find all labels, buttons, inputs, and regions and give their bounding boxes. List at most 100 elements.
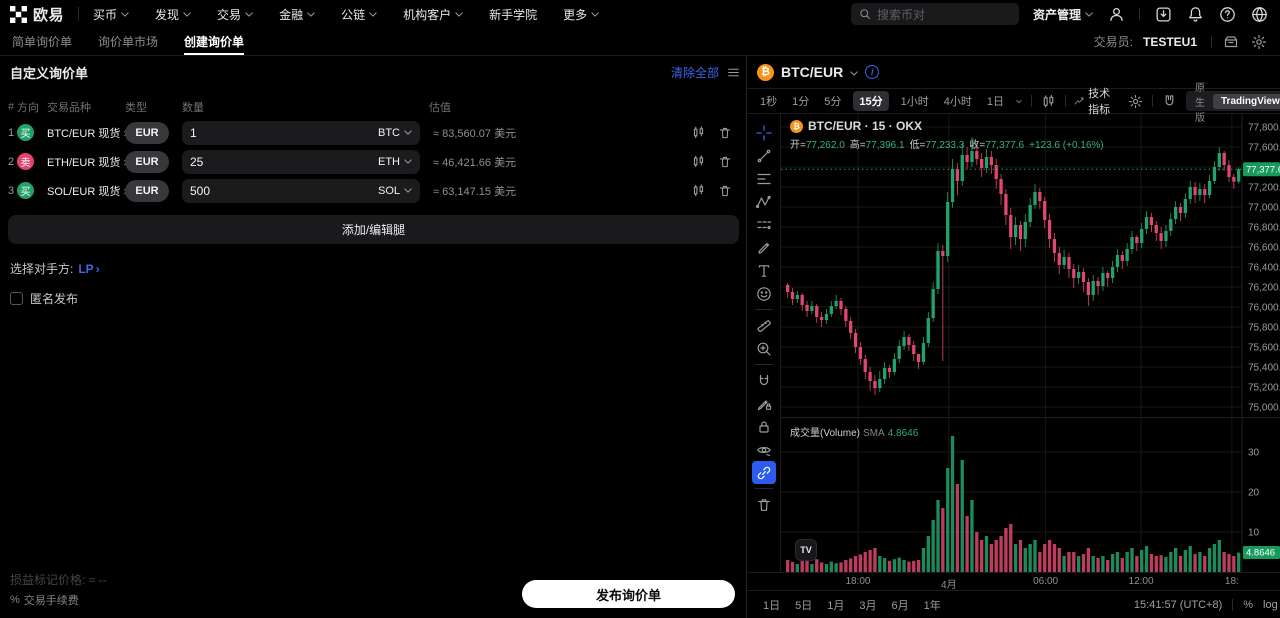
menu-item-交易[interactable]: 交易 bbox=[217, 6, 253, 23]
add-edit-leg-button[interactable]: 添加/编辑腿 bbox=[8, 215, 739, 244]
search-input[interactable]: 搜索币对 bbox=[850, 3, 1019, 25]
type-pill[interactable]: EUR bbox=[125, 121, 169, 144]
unit-selector[interactable]: ETH bbox=[378, 156, 412, 168]
svg-text:20: 20 bbox=[1248, 488, 1260, 499]
waves-tool[interactable] bbox=[752, 213, 776, 236]
range-1月[interactable]: 1月 bbox=[827, 599, 845, 612]
trash-icon[interactable] bbox=[718, 126, 732, 140]
indicators-button[interactable]: 技术指标 bbox=[1074, 85, 1119, 117]
ruler-tool[interactable] bbox=[752, 314, 776, 337]
leg-row: 2 卖 ETH/EUR 现货› EUR 25 ETH ≈ 46,421.66 美… bbox=[0, 147, 746, 176]
amount-input[interactable]: 500 SOL bbox=[182, 178, 420, 203]
info-icon[interactable]: i bbox=[865, 65, 880, 79]
amount-input[interactable]: 1 BTC bbox=[182, 120, 420, 145]
menu-item-机构客户[interactable]: 机构客户 bbox=[403, 6, 463, 23]
tab-创建询价单[interactable]: 创建询价单 bbox=[184, 28, 245, 55]
crosshair-tool[interactable] bbox=[752, 121, 776, 144]
menu-item-更多[interactable]: 更多 bbox=[563, 6, 599, 23]
clear-all-link[interactable]: 清除全部 bbox=[670, 65, 719, 80]
range-6月[interactable]: 6月 bbox=[891, 599, 909, 612]
fib-tool[interactable] bbox=[752, 167, 776, 190]
panel-menu-icon[interactable] bbox=[727, 66, 740, 79]
timeframe-1小时[interactable]: 1小时 bbox=[900, 96, 929, 108]
amount-input[interactable]: 25 ETH bbox=[182, 149, 420, 174]
legs-table: 1 买 BTC/EUR 现货› EUR 1 BTC ≈ 83,560.07 美元… bbox=[0, 118, 746, 205]
trading-fee[interactable]: % 交易手续费 bbox=[10, 594, 79, 607]
counterparty-label: 选择对手方: bbox=[10, 262, 74, 276]
pair-selector[interactable]: SOL/EUR 现货› bbox=[47, 183, 127, 199]
unit-selector[interactable]: SOL bbox=[378, 185, 412, 197]
sub-nav-right: 交易员: TESTEU1 bbox=[1094, 33, 1268, 51]
download-app-button[interactable] bbox=[1154, 5, 1172, 23]
trash-icon[interactable] bbox=[718, 184, 732, 198]
trash-icon[interactable] bbox=[718, 155, 732, 169]
tab-简单询价单[interactable]: 简单询价单 bbox=[12, 35, 73, 49]
range-1日[interactable]: 1日 bbox=[763, 599, 781, 612]
text-tool[interactable] bbox=[752, 259, 776, 282]
log-scale-button[interactable]: log bbox=[1263, 598, 1278, 611]
trendline-tool[interactable] bbox=[752, 144, 776, 167]
type-pill[interactable]: EUR bbox=[125, 179, 169, 202]
type-pill[interactable]: EUR bbox=[125, 150, 169, 173]
anonymous-checkbox[interactable] bbox=[10, 292, 23, 305]
candlestick-chart[interactable]: 75,000.0 75,200.0 75,400.0 75,600.0 75,800.0… bbox=[781, 114, 1280, 572]
chart-icon[interactable] bbox=[691, 183, 706, 198]
range-5日[interactable]: 5日 bbox=[795, 599, 813, 612]
profile-button[interactable] bbox=[1107, 5, 1125, 23]
percent-scale-button[interactable]: % bbox=[1243, 598, 1254, 611]
top-nav: 欧易 买币 发现 交易 金融 公链 机构客户 新手学院 更多 搜索币对 资产管理 bbox=[0, 0, 1280, 28]
menu-item-新手学院[interactable]: 新手学院 bbox=[489, 7, 538, 22]
remove-drawings-tool[interactable] bbox=[752, 493, 776, 516]
unit-selector[interactable]: BTC bbox=[378, 127, 412, 139]
menu-item-发现[interactable]: 发现 bbox=[155, 6, 191, 23]
magnet-tool[interactable] bbox=[752, 369, 776, 392]
orders-history-button[interactable] bbox=[1222, 33, 1240, 51]
pair-selector[interactable]: BTC/EUR bbox=[781, 64, 844, 80]
zoom-tool[interactable] bbox=[752, 337, 776, 360]
brush-tool[interactable] bbox=[752, 236, 776, 259]
pair-selector[interactable]: ETH/EUR 现货› bbox=[47, 154, 127, 170]
col-value: 估值 bbox=[429, 102, 451, 114]
chart-icon[interactable] bbox=[691, 154, 706, 169]
settings-button[interactable] bbox=[1250, 33, 1268, 51]
timeframe-1分[interactable]: 1分 bbox=[792, 96, 810, 108]
chart-type-button[interactable] bbox=[1041, 92, 1056, 110]
timeframe-1秒[interactable]: 1秒 bbox=[760, 96, 778, 108]
menu-item-买币[interactable]: 买币 bbox=[93, 6, 129, 23]
counterparty-link[interactable]: LP › bbox=[78, 261, 100, 276]
pattern-tool[interactable] bbox=[752, 190, 776, 213]
okx-logo[interactable]: 欧易 bbox=[10, 4, 64, 25]
notifications-button[interactable] bbox=[1186, 5, 1204, 23]
help-button[interactable] bbox=[1218, 5, 1236, 23]
assets-menu[interactable]: 资产管理 bbox=[1033, 6, 1093, 23]
menu-item-公链[interactable]: 公链 bbox=[341, 6, 377, 23]
tradingview-mode-button[interactable]: TradingView bbox=[1213, 93, 1280, 109]
pair-selector[interactable]: BTC/EUR 现货› bbox=[47, 125, 127, 141]
indicator-icon bbox=[1074, 97, 1084, 105]
time-axis[interactable]: 18:00 4月 06:00 12:00 18: bbox=[747, 572, 1280, 591]
publish-rfq-button[interactable]: 发布询价单 bbox=[522, 580, 735, 608]
leg-value: ≈ 83,560.07 美元 bbox=[433, 127, 517, 140]
lock-tool[interactable] bbox=[752, 415, 776, 438]
native-mode-button[interactable]: 原生版 bbox=[1195, 82, 1205, 124]
timeframe-4小时[interactable]: 4小时 bbox=[943, 96, 972, 108]
top-nav-right: 搜索币对 资产管理 bbox=[850, 3, 1268, 25]
link-tool[interactable] bbox=[751, 461, 776, 484]
language-button[interactable] bbox=[1250, 5, 1268, 23]
chart-icon[interactable] bbox=[691, 125, 706, 140]
chart-settings-button[interactable] bbox=[1128, 92, 1143, 110]
hide-drawings-tool[interactable] bbox=[752, 438, 776, 461]
magnet-button[interactable] bbox=[1162, 92, 1177, 110]
chevron-down-icon[interactable] bbox=[850, 70, 858, 76]
emoji-tool[interactable] bbox=[752, 282, 776, 305]
menu-item-金融[interactable]: 金融 bbox=[279, 6, 315, 23]
chart-plot[interactable]: 75,000.0 75,200.0 75,400.0 75,600.0 75,800.0… bbox=[781, 114, 1280, 572]
range-3月[interactable]: 3月 bbox=[859, 599, 877, 612]
timeframe-15分[interactable]: 15分 bbox=[853, 91, 889, 111]
range-1年[interactable]: 1年 bbox=[923, 599, 941, 612]
timeframe-1日[interactable]: 1日 bbox=[986, 96, 1004, 108]
timeframe-5分[interactable]: 5分 bbox=[824, 96, 842, 108]
draw-lock-tool[interactable] bbox=[752, 392, 776, 415]
tab-询价单市场[interactable]: 询价单市场 bbox=[98, 35, 159, 49]
timeframe-more-icon[interactable] bbox=[1016, 99, 1022, 104]
